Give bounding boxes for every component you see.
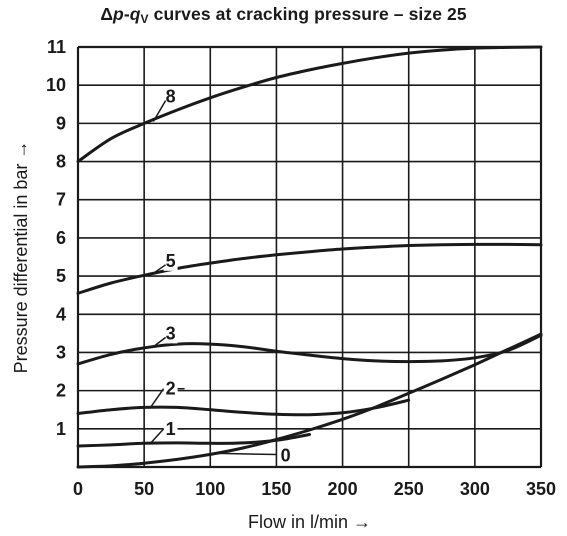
curve-5 [76, 242, 543, 295]
y-tick-label: 3 [56, 342, 66, 362]
grid [76, 45, 543, 469]
leader-line-3 [152, 336, 167, 348]
curve-label-5: 5 [166, 251, 176, 271]
curve-label-bg [163, 378, 178, 399]
x-tick-label: 150 [261, 479, 291, 499]
curve-0 [76, 332, 543, 469]
leader-line-2 [150, 388, 165, 408]
y-tick-label: 1 [56, 419, 66, 439]
curve-label-bg [163, 86, 178, 107]
curve-label-bg [163, 323, 178, 344]
x-tick-label: 300 [460, 479, 490, 499]
x-tick-label: 350 [526, 479, 556, 499]
curve-label-bg [278, 445, 293, 466]
curves [76, 45, 543, 469]
curve-3 [76, 333, 543, 366]
x-tick-label: 250 [394, 479, 424, 499]
y-tick-label: 2 [56, 381, 66, 401]
curve-label-8: 8 [166, 87, 176, 107]
y-tick-label: 8 [56, 152, 66, 172]
x-axis-label: Flow in l/min → [248, 512, 371, 532]
x-tick-label: 0 [73, 479, 83, 499]
curve-label-bg [163, 250, 178, 271]
curve-label-bg [163, 418, 178, 439]
curve-label-1: 1 [166, 419, 176, 439]
title-rest: curves at cracking pressure – size 25 [148, 4, 467, 24]
curve-2 [76, 398, 411, 417]
y-tick-label: 11 [47, 37, 66, 57]
x-tick-label: 100 [195, 479, 225, 499]
leader-line-1 [150, 428, 165, 444]
title-q: q [129, 4, 141, 24]
curve-label-0: 0 [281, 446, 291, 466]
y-tick-label: 10 [46, 75, 66, 95]
x-tick-label: 200 [328, 479, 358, 499]
leader-line-5 [151, 264, 167, 275]
curve-1 [76, 433, 311, 448]
y-tick-label: 9 [56, 113, 66, 133]
leader-line-0 [212, 452, 277, 456]
curve-label-2: 2 [166, 379, 176, 399]
y-axis-label: Pressure differential in bar → [11, 141, 31, 374]
x-tick-label: 50 [134, 479, 154, 499]
curve-labels: 8 5 3 2 1 0 [150, 86, 293, 466]
chart-title: Δp-qV curves at cracking pressure – size… [0, 4, 567, 26]
y-tick-label: 7 [56, 190, 66, 210]
title-subscript: V [140, 12, 149, 26]
title-p: p [113, 4, 124, 24]
leader-line-8 [152, 100, 167, 122]
y-tick-label: 4 [56, 304, 66, 324]
title-dash: - [123, 4, 130, 24]
title-delta: Δ [100, 4, 114, 24]
curve-8 [76, 45, 543, 163]
y-tick-label: 6 [56, 228, 66, 248]
curve-label-3: 3 [166, 323, 176, 343]
y-tick-label: 5 [56, 266, 66, 286]
